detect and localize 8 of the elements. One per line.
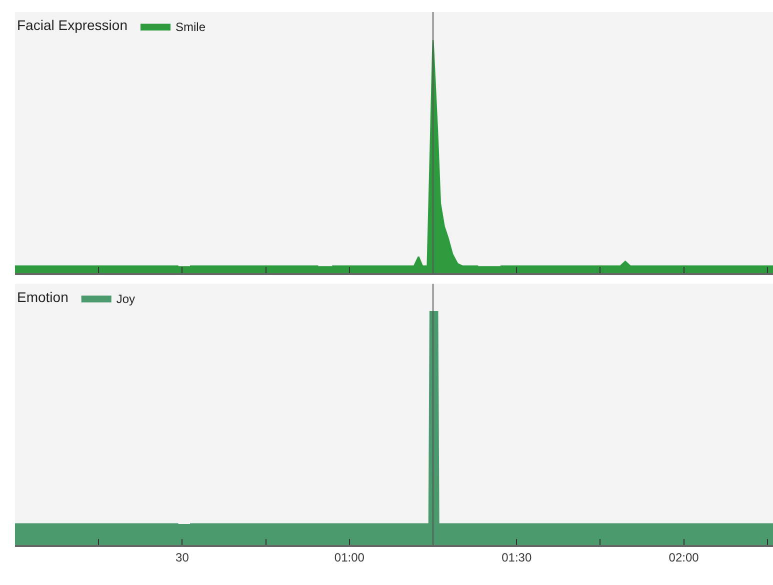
legend-label: Joy (116, 292, 136, 306)
legend-title: Emotion (17, 289, 68, 306)
legend-label: Smile (176, 20, 206, 34)
x-tick-label: 30 (176, 550, 190, 564)
x-tick-label: 01:30 (502, 550, 532, 564)
x-tick-label: 01:00 (334, 550, 365, 564)
x-tick-label: 02:00 (668, 550, 700, 564)
legend-title: Facial Expression (17, 17, 128, 34)
